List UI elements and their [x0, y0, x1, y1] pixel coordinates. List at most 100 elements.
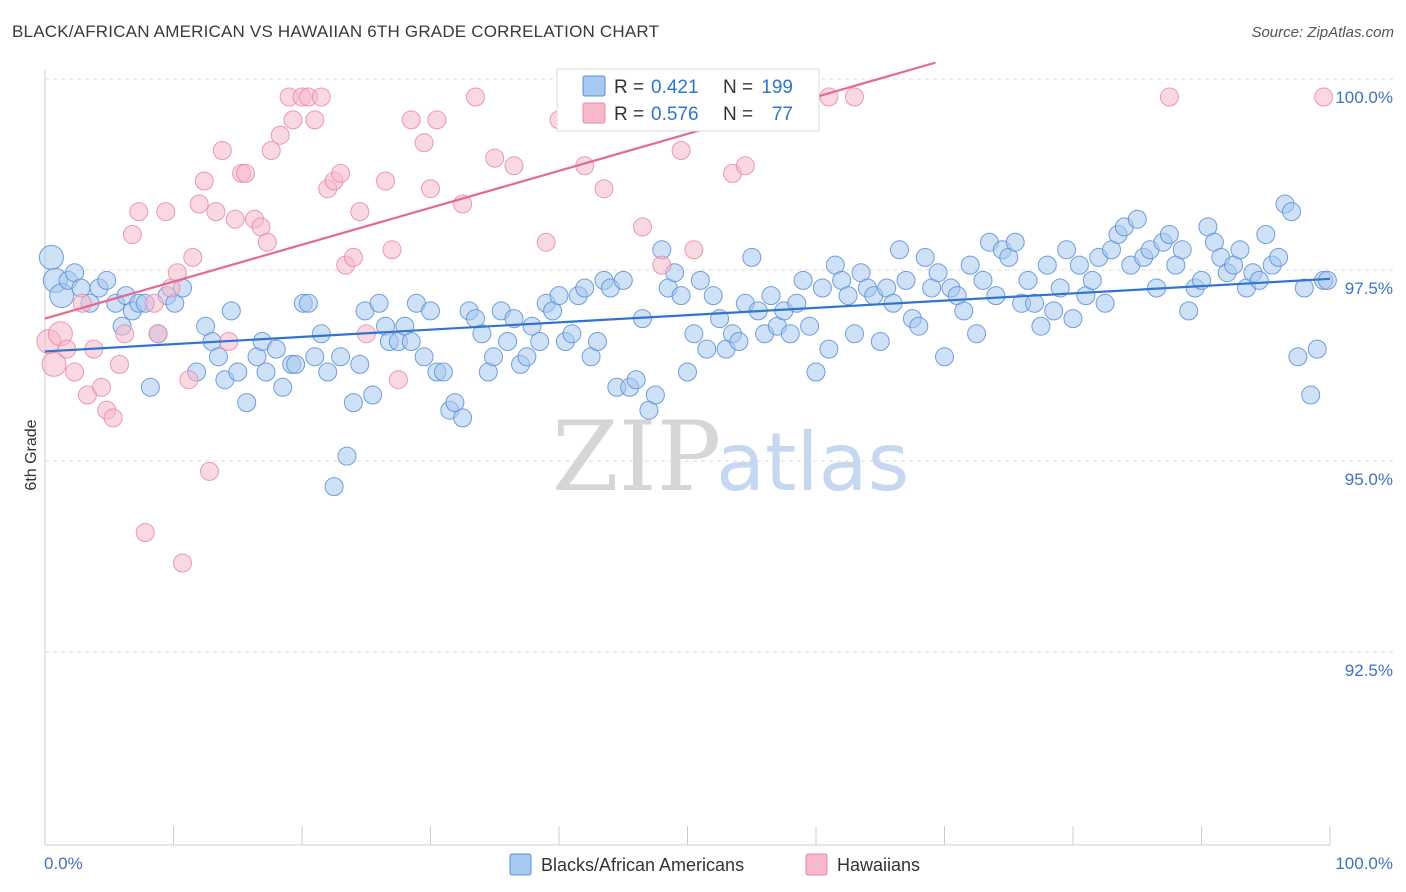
hawaiians-point [652, 255, 672, 275]
hawaiians-point [504, 156, 524, 176]
blacks-point [819, 339, 839, 359]
blacks-point [266, 339, 286, 359]
hawaiians-point [735, 156, 755, 176]
hawaiians-point [156, 202, 176, 222]
blacks-point [909, 316, 929, 336]
x-tick-label-max: 100.0% [1335, 854, 1393, 873]
blacks-point [1282, 202, 1301, 222]
blacks-point [324, 477, 344, 497]
blacks-point [1069, 255, 1089, 275]
blacks-point [363, 385, 383, 405]
hawaiians-point [194, 171, 214, 191]
blacks-point [472, 324, 492, 344]
blacks-point [1063, 309, 1083, 329]
blacks-point [1018, 270, 1038, 290]
hawaiians-point [311, 87, 331, 107]
blacks-point [1044, 301, 1064, 321]
hawaiians-point [236, 163, 255, 183]
blacks-point [228, 362, 248, 382]
hawaiians-point [173, 553, 192, 573]
blacks-point [433, 362, 453, 382]
y-tick-labels: 100.0% 97.5% 95.0% 92.5% [1335, 88, 1393, 680]
blacks-point [684, 324, 704, 344]
blacks-point [742, 247, 762, 267]
blacks-point [588, 332, 607, 351]
blacks-point [517, 347, 537, 367]
blacks-point [1269, 247, 1289, 267]
hawaiians-point [633, 217, 652, 237]
blacks-point [800, 316, 820, 336]
stats-r-value-pink: 0.576 [651, 104, 699, 125]
hawaiians-point [401, 110, 421, 130]
hawaiians-point [167, 263, 187, 283]
blacks-point [793, 270, 813, 290]
hawaiians-point [1159, 87, 1179, 107]
blacks-point [38, 244, 64, 270]
hawaiians-point [261, 141, 281, 160]
hawaiians-point [206, 202, 226, 222]
blacks-point [369, 293, 389, 313]
blacks-point [401, 332, 421, 351]
hawaiians-point [594, 179, 614, 199]
hawaiians-point [110, 354, 129, 374]
blacks-point [298, 293, 318, 313]
blacks-point [645, 385, 665, 405]
hawaiians-point [179, 370, 199, 390]
hawaiians-point [485, 148, 505, 168]
blacks-point [530, 332, 550, 351]
blacks-point [421, 301, 440, 321]
legend: Blacks/African Americans Hawaiians [509, 853, 920, 876]
blacks-point [870, 332, 890, 351]
hawaiians-point [343, 247, 363, 267]
blacks-point [445, 393, 465, 413]
y-axis-label: 6th Grade [23, 419, 40, 490]
blacks-point [549, 286, 569, 306]
blacks-point [678, 362, 697, 382]
blacks-point [1301, 385, 1321, 405]
blacks-point [780, 324, 800, 344]
trendline-blacks [44, 277, 1331, 353]
stats-n-label-blue: N = [723, 77, 753, 98]
blacks-point [697, 339, 717, 359]
blacks-point [343, 393, 363, 413]
hawaiians-point [65, 362, 85, 382]
blacks-point [1025, 293, 1044, 313]
blacks-point [1172, 240, 1192, 260]
blacks-point [237, 393, 257, 413]
hawaiians-point [103, 408, 123, 428]
blacks-point [986, 286, 1006, 306]
blacks-point [935, 347, 954, 367]
blacks-point [960, 255, 980, 275]
legend-label-blacks: Blacks/African Americans [541, 855, 744, 875]
blacks-point [1230, 240, 1250, 260]
blacks-point [806, 362, 826, 382]
blacks-point [1307, 339, 1327, 359]
stats-n-value-blue: 199 [761, 77, 793, 98]
hawaiians-point [427, 110, 447, 130]
blacks-point [812, 278, 832, 298]
series-blacks-points [38, 194, 1337, 497]
blacks-point [498, 332, 518, 351]
hawaiians-point [1314, 87, 1334, 107]
hawaiians-point [845, 87, 864, 107]
blacks-point [575, 278, 595, 298]
blacks-point [311, 324, 331, 344]
blacks-point [1256, 225, 1276, 244]
stats-n-label-pink: N = [723, 104, 753, 125]
stats-r-label-blue: R = [614, 77, 644, 98]
hawaiians-point [183, 247, 203, 267]
blacks-point [256, 362, 276, 382]
blacks-point [896, 270, 916, 290]
stats-n-value-pink: 77 [772, 104, 793, 125]
hawaiians-point [331, 163, 351, 183]
blacks-point [671, 286, 691, 306]
blacks-point [305, 347, 325, 367]
hawaiians-point [148, 324, 168, 344]
blacks-point [484, 347, 503, 367]
hawaiians-point [536, 232, 556, 252]
blacks-point [1179, 301, 1199, 321]
chart-title: BLACK/AFRICAN AMERICAN VS HAWAIIAN 6TH G… [12, 22, 660, 41]
hawaiians-point [122, 225, 142, 244]
blacks-point [209, 347, 228, 367]
hawaiians-point [305, 110, 325, 130]
